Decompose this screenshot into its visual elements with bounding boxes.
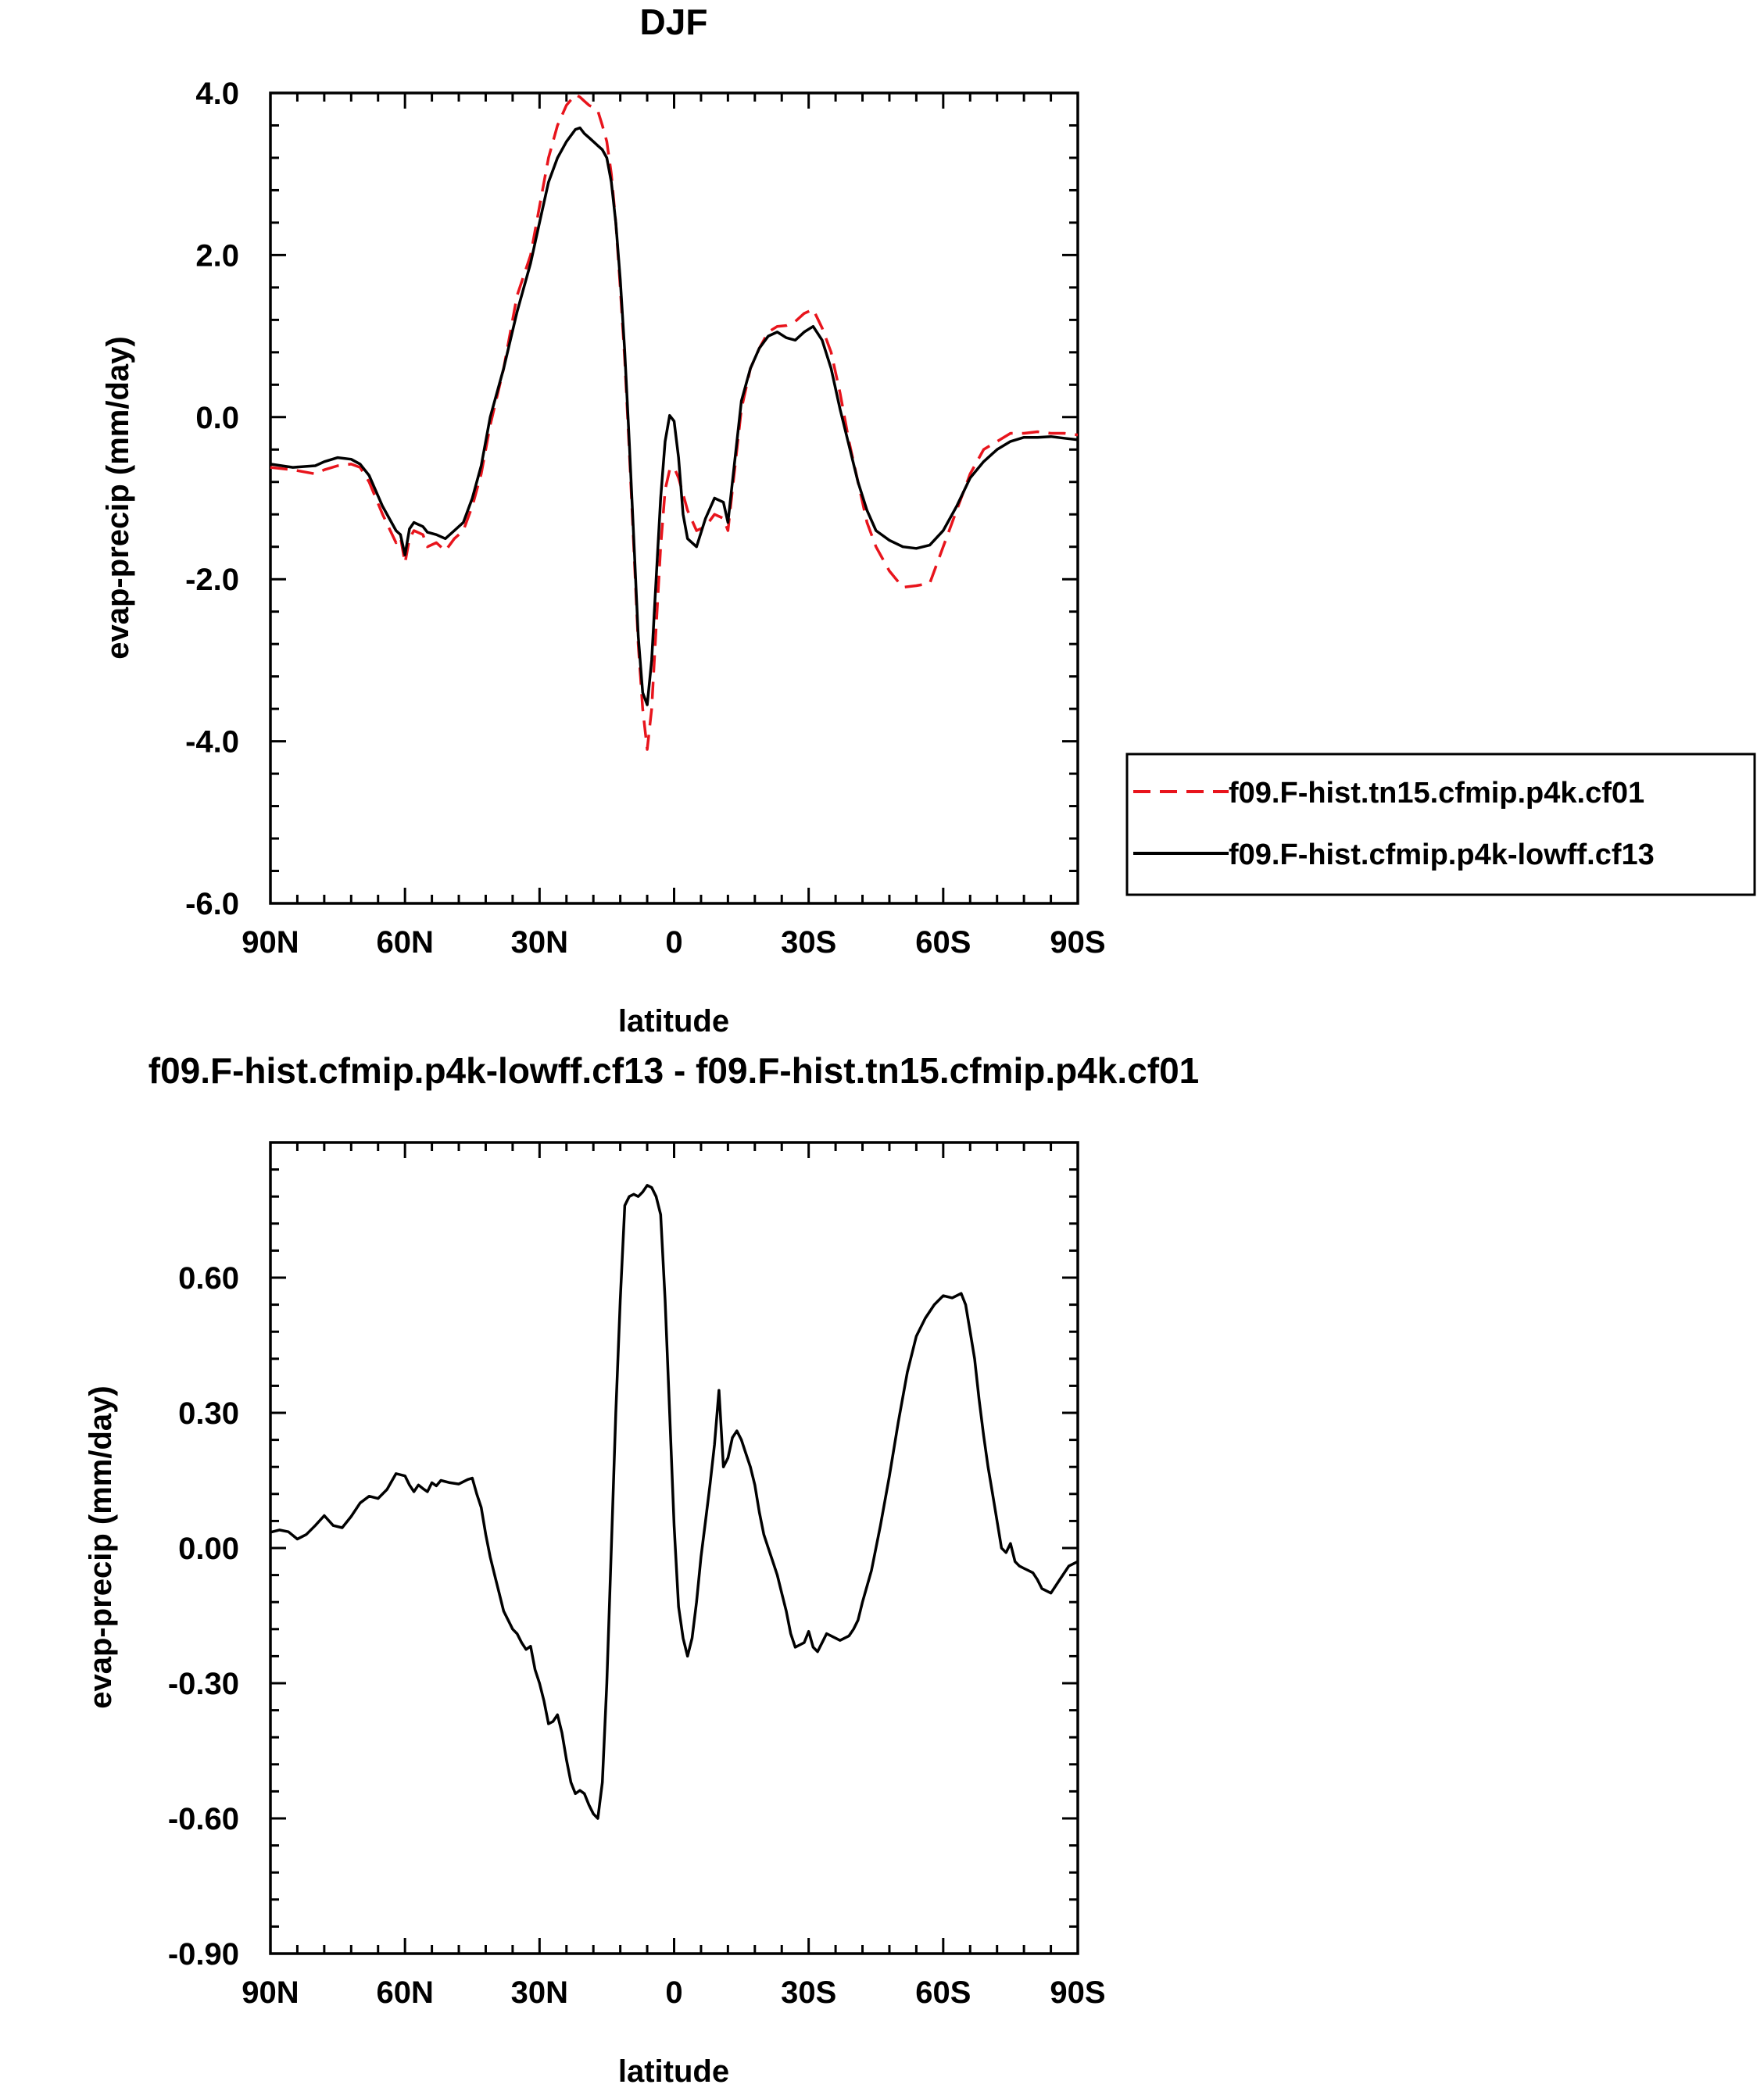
bottom-chart-title: f09.F-hist.cfmip.p4k-lowff.cf13 - f09.F-… — [148, 1050, 1200, 1091]
y-tick-label: -4.0 — [185, 725, 239, 760]
series-line-2 — [270, 126, 1079, 706]
legend: f09.F-hist.tn15.cfmip.p4k.cf01 f09.F-his… — [1125, 753, 1756, 896]
x-tick-label: 60S — [915, 1975, 971, 2010]
x-tick-label: 60S — [915, 925, 971, 960]
x-tick-label: 30S — [781, 925, 836, 960]
x-tick-label: 30N — [511, 1975, 568, 2010]
top-chart-xlabel: latitude — [618, 1004, 729, 1039]
y-tick-label: 2.0 — [195, 238, 239, 273]
y-tick-label: -6.0 — [185, 887, 239, 921]
x-tick-label: 60N — [376, 1975, 433, 2010]
y-tick-label: 0.0 — [195, 401, 239, 435]
top-chart-ticks — [269, 91, 1079, 905]
y-tick-label: 4.0 — [195, 77, 239, 111]
series-line-1 — [270, 93, 1079, 751]
bottom-chart-panel: f09.F-hist.cfmip.p4k-lowff.cf13 - f09.F-… — [84, 1050, 1199, 2088]
y-tick-label: -0.90 — [168, 1937, 239, 1972]
y-tick-label: -0.30 — [168, 1667, 239, 1701]
series-line-1 — [270, 1184, 1079, 1820]
bottom-chart-xlabel: latitude — [618, 2054, 729, 2088]
top-chart-tick-labels: 90N 60N 30N 0 30S 60S 90S -6.0 -4.0 -2.0 0.0 2.0 4.0 — [185, 77, 1106, 960]
top-chart-frame — [269, 91, 1079, 905]
bottom-chart-series — [270, 1184, 1079, 1820]
x-tick-label: 60N — [376, 925, 433, 960]
y-tick-label: 0.00 — [178, 1532, 239, 1566]
top-chart-title: DJF — [640, 2, 708, 42]
bottom-chart-ylabel: evap-precip (mm/day) — [84, 1385, 118, 1708]
legend-label-series-1: f09.F-hist.tn15.cfmip.p4k.cf01 — [1229, 777, 1644, 810]
x-tick-label: 0 — [665, 1975, 682, 2010]
x-tick-label: 30N — [511, 925, 568, 960]
top-chart-panel: DJF 90N 60N 30N 0 30S 60S 90S -6.0 -4.0 -2.0 0.0 2.… — [101, 2, 1106, 1039]
legend-label-series-2: f09.F-hist.cfmip.p4k-lowff.cf13 — [1229, 838, 1655, 871]
x-tick-label: 30S — [781, 1975, 836, 2010]
y-tick-label: -2.0 — [185, 563, 239, 597]
x-tick-label: 90S — [1050, 925, 1105, 960]
y-tick-label: 0.60 — [178, 1261, 239, 1296]
top-chart-ylabel: evap-precip (mm/day) — [101, 336, 135, 659]
x-tick-label: 90N — [242, 925, 299, 960]
bottom-chart-ticks — [269, 1141, 1079, 1955]
x-tick-label: 90S — [1050, 1975, 1105, 2010]
y-tick-label: -0.60 — [168, 1802, 239, 1836]
bottom-chart-tick-labels: 90N 60N 30N 0 30S 60S 90S -0.90 -0.60 -0.30 0.00 0.… — [168, 1261, 1106, 2010]
x-tick-label: 90N — [242, 1975, 299, 2010]
legend-box — [1125, 753, 1756, 896]
y-tick-label: 0.30 — [178, 1396, 239, 1431]
x-tick-label: 0 — [665, 925, 682, 960]
top-chart-series — [270, 93, 1079, 751]
